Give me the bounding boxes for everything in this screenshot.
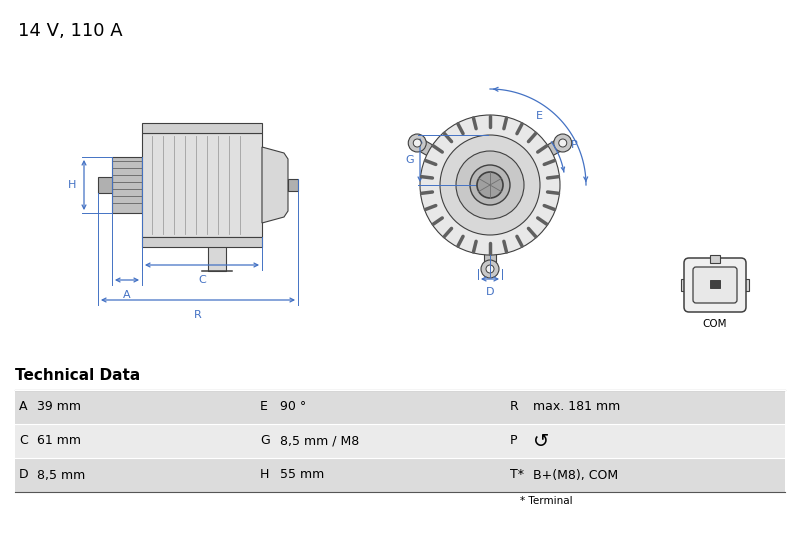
Text: COM: COM bbox=[702, 319, 727, 329]
Circle shape bbox=[486, 265, 494, 273]
Text: R: R bbox=[194, 310, 202, 320]
Bar bbox=[710, 255, 720, 263]
FancyBboxPatch shape bbox=[684, 258, 746, 312]
Polygon shape bbox=[262, 147, 288, 223]
Polygon shape bbox=[484, 235, 496, 269]
Bar bbox=[112, 157, 142, 213]
Circle shape bbox=[414, 139, 422, 147]
Text: D: D bbox=[486, 287, 494, 297]
Text: H: H bbox=[260, 469, 270, 481]
Text: max. 181 mm: max. 181 mm bbox=[533, 400, 620, 414]
Circle shape bbox=[470, 165, 510, 205]
Circle shape bbox=[554, 134, 572, 152]
Text: 55 mm: 55 mm bbox=[280, 469, 324, 481]
Bar bbox=[741, 279, 749, 291]
Bar bbox=[15, 424, 785, 458]
Bar bbox=[15, 390, 785, 424]
Text: C: C bbox=[19, 434, 28, 448]
Circle shape bbox=[558, 139, 566, 147]
Bar bbox=[681, 279, 689, 291]
Text: Technical Data: Technical Data bbox=[15, 368, 140, 383]
Bar bbox=[710, 280, 720, 288]
Text: G: G bbox=[406, 155, 414, 165]
Bar bbox=[98, 177, 112, 193]
Text: 90 °: 90 ° bbox=[280, 400, 306, 414]
Text: 8,5 mm / M8: 8,5 mm / M8 bbox=[280, 434, 359, 448]
Circle shape bbox=[408, 134, 426, 152]
Circle shape bbox=[456, 151, 524, 219]
Text: 39 mm: 39 mm bbox=[37, 400, 81, 414]
Text: E: E bbox=[536, 111, 542, 121]
Polygon shape bbox=[414, 138, 450, 165]
Text: ↺: ↺ bbox=[533, 432, 550, 450]
Polygon shape bbox=[530, 138, 566, 165]
Text: C: C bbox=[198, 275, 206, 285]
Text: A: A bbox=[123, 290, 131, 300]
Circle shape bbox=[420, 115, 560, 255]
Text: A: A bbox=[19, 400, 27, 414]
Bar bbox=[15, 458, 785, 492]
Circle shape bbox=[477, 172, 503, 198]
Bar bbox=[208, 237, 226, 271]
Text: B+(M8), COM: B+(M8), COM bbox=[533, 469, 618, 481]
Text: 14 V, 110 A: 14 V, 110 A bbox=[18, 22, 122, 40]
Bar bbox=[288, 179, 298, 191]
Text: H: H bbox=[68, 180, 76, 190]
Text: 61 mm: 61 mm bbox=[37, 434, 81, 448]
Circle shape bbox=[440, 135, 540, 235]
Text: R: R bbox=[510, 400, 518, 414]
Text: E: E bbox=[260, 400, 268, 414]
Text: P: P bbox=[510, 434, 518, 448]
Text: * Terminal: * Terminal bbox=[520, 496, 573, 506]
Text: P: P bbox=[571, 140, 578, 150]
Text: G: G bbox=[260, 434, 270, 448]
Bar bbox=[142, 237, 262, 247]
Bar bbox=[142, 123, 262, 133]
Text: D: D bbox=[19, 469, 29, 481]
Text: 8,5 mm: 8,5 mm bbox=[37, 469, 86, 481]
FancyBboxPatch shape bbox=[693, 267, 737, 303]
Bar bbox=[142, 133, 262, 237]
Circle shape bbox=[481, 260, 499, 278]
Text: T*: T* bbox=[510, 469, 524, 481]
